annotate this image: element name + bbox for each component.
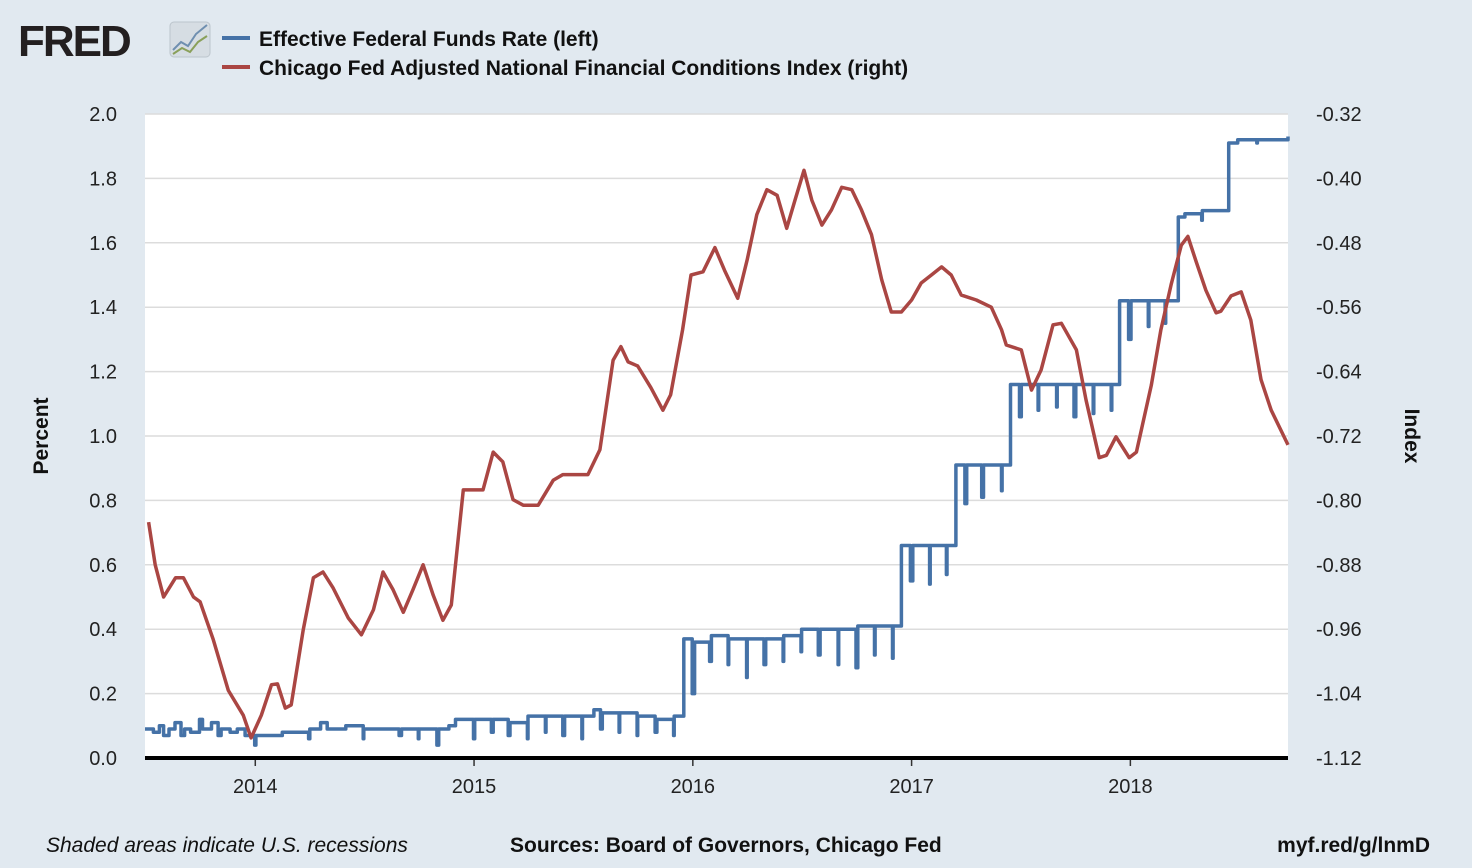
fred-logo[interactable]: FRED	[18, 17, 211, 66]
short-link[interactable]: myf.red/g/lnmD	[1277, 834, 1430, 857]
y-tick-label: 0.8	[89, 490, 117, 512]
x-tick-label: 2016	[671, 776, 716, 798]
y-tick-label: 0.6	[89, 555, 117, 577]
x-tick-label: 2015	[452, 776, 497, 798]
line-chart-icon	[169, 21, 211, 58]
legend-item-fed-funds[interactable]: Effective Federal Funds Rate (left)	[222, 28, 599, 51]
y2-tick-label: -0.80	[1316, 490, 1362, 512]
y-tick-label: 1.8	[89, 168, 117, 190]
y2-tick-label: -0.56	[1316, 297, 1362, 319]
recession-note: Shaded areas indicate U.S. recessions	[46, 834, 408, 857]
y-tick-label: 1.4	[89, 297, 117, 319]
gridlines	[145, 113, 1288, 695]
y2-tick-label: -0.32	[1316, 104, 1362, 126]
x-tick-label: 2017	[889, 776, 934, 798]
y2-tick-label: -0.40	[1316, 168, 1362, 190]
legend-label: Effective Federal Funds Rate (left)	[259, 28, 599, 51]
series-line-fed-funds	[145, 136, 1290, 747]
y2-tick-label: -0.88	[1316, 555, 1362, 577]
y-tick-label: 1.0	[89, 426, 117, 448]
y2-tick-label: -0.48	[1316, 233, 1362, 255]
y-tick-label: 0.2	[89, 684, 117, 706]
y-axis-right: -1.12 -1.04 -0.96 -0.88 -0.80 -0.72 -0.64 -0.56…	[1316, 104, 1362, 770]
x-tick-label: 2018	[1108, 776, 1153, 798]
sources: Sources: Board of Governors, Chicago Fed	[510, 834, 942, 857]
y2-tick-label: -0.72	[1316, 426, 1362, 448]
y-tick-label: 2.0	[89, 104, 117, 126]
y2-tick-label: -0.64	[1316, 362, 1362, 384]
legend-swatch-blue	[222, 36, 250, 40]
legend: Effective Federal Funds Rate (left) Chic…	[222, 28, 908, 80]
fred-logo-text: FRED	[18, 17, 130, 66]
y-tick-label: 1.6	[89, 233, 117, 255]
series-line-nfci	[146, 168, 1290, 740]
y-axis-label-right: Index	[1400, 409, 1423, 464]
y2-tick-label: -0.96	[1316, 619, 1362, 641]
legend-swatch-red	[222, 65, 250, 69]
x-axis: 2014 2015 2016 2017 2018	[233, 758, 1153, 798]
series-lines	[145, 136, 1290, 747]
y2-tick-label: -1.04	[1316, 684, 1362, 706]
x-tick-label: 2014	[233, 776, 278, 798]
y-axis-left: 0.0 0.2 0.4 0.6 0.8 1.0 1.2 1.4 1.6 1.8 2.0	[89, 104, 117, 770]
y-axis-label-left: Percent	[30, 397, 53, 474]
y-tick-label: 0.0	[89, 748, 117, 770]
legend-label: Chicago Fed Adjusted National Financial …	[259, 57, 908, 80]
legend-item-nfci[interactable]: Chicago Fed Adjusted National Financial …	[222, 57, 908, 80]
y-tick-label: 1.2	[89, 362, 117, 384]
y2-tick-label: -1.12	[1316, 748, 1362, 770]
y-tick-label: 0.4	[89, 619, 117, 641]
